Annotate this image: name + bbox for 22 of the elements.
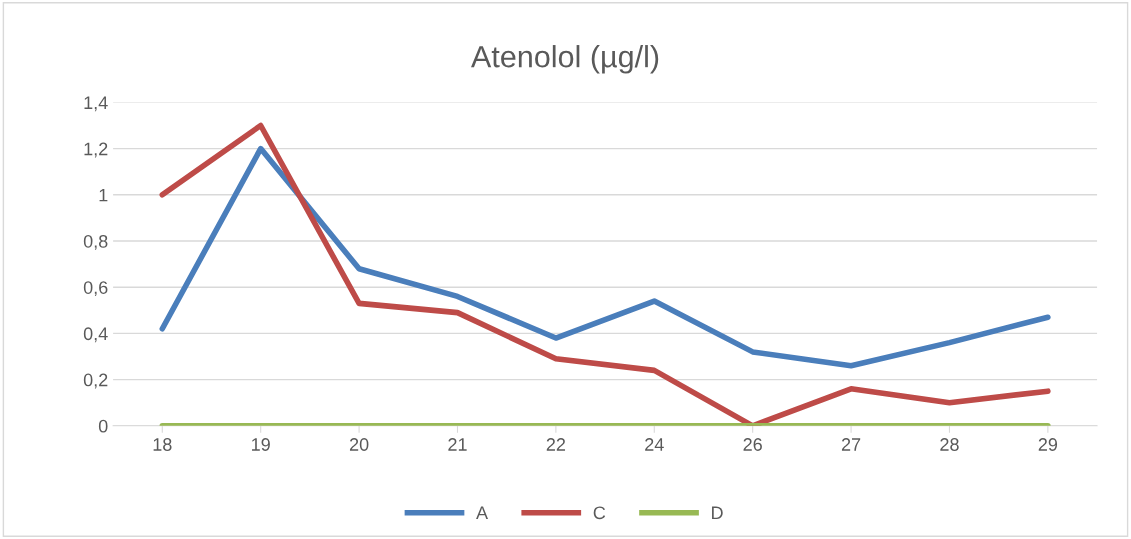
x-tick-label: 20	[349, 438, 369, 451]
y-tick-label: 1,4	[84, 96, 108, 112]
x-tick-label: 19	[252, 438, 270, 451]
legend-label: C	[593, 506, 606, 520]
chart-title: Atenolol (µg/l)	[471, 45, 659, 74]
x-tick-label: 21	[448, 438, 467, 451]
x-tick-label: 29	[1038, 438, 1058, 451]
x-tick-label: 27	[841, 438, 861, 451]
y-tick-label: 0,4	[83, 327, 108, 343]
x-tick-label: 26	[743, 438, 762, 451]
x-tick-label: 28	[940, 438, 959, 451]
x-tick-label: 24	[645, 438, 664, 451]
y-tick-label: 0,2	[83, 373, 108, 389]
x-tick-label: 22	[546, 438, 566, 451]
y-tick-label: 1	[99, 188, 108, 202]
y-tick-label: 0	[98, 419, 108, 433]
x-tick-label: 18	[153, 438, 172, 451]
y-tick-label: 0,6	[83, 281, 108, 297]
legend-label: A	[476, 506, 489, 519]
legend-label: D	[712, 506, 723, 519]
y-tick-label: 0,8	[83, 234, 108, 250]
y-tick-label: 1,2	[84, 142, 108, 158]
